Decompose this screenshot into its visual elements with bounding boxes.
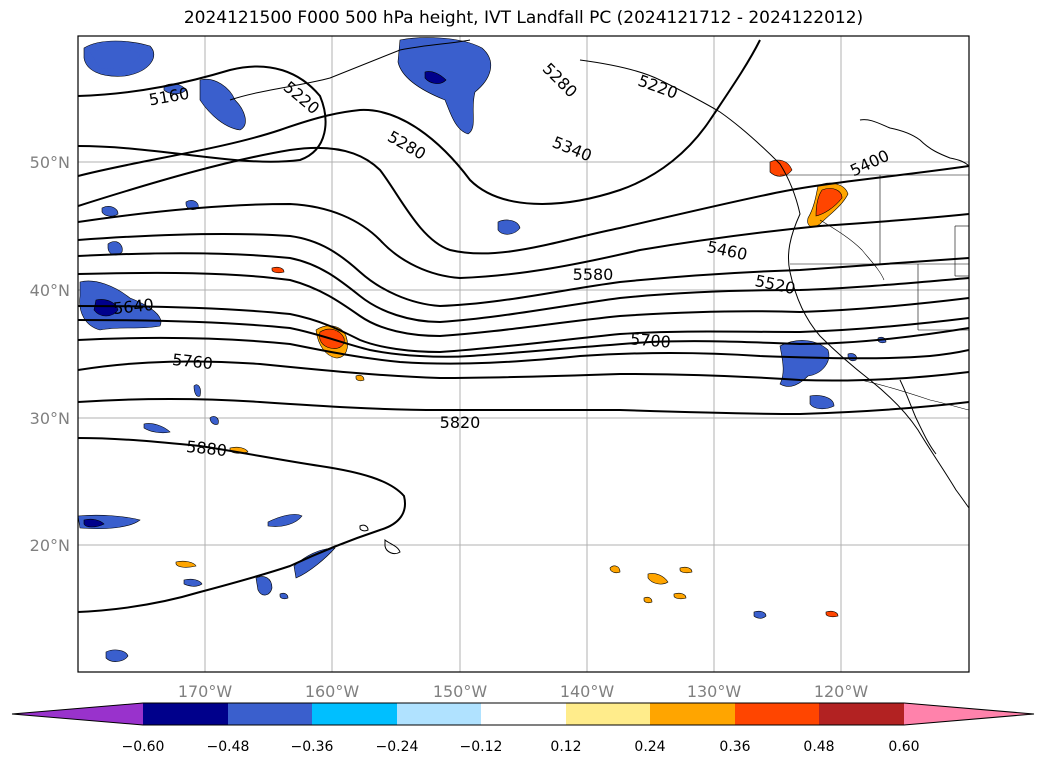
colorbar-swatch bbox=[481, 703, 566, 725]
colorbar-tick-label: −0.36 bbox=[291, 739, 334, 755]
colorbar-tick-label: 0.36 bbox=[719, 739, 750, 755]
colorbar-tick-label: 0.12 bbox=[550, 739, 581, 755]
colorbar: −0.60 −0.48 −0.36 −0.24 −0.12 0.12 0.24 … bbox=[11, 702, 1035, 755]
height-contours bbox=[78, 39, 969, 613]
contour-label: 5700 bbox=[629, 329, 671, 351]
colorbar-swatch bbox=[228, 703, 312, 725]
lat-label: 20°N bbox=[30, 536, 70, 555]
colorbar-outline bbox=[11, 702, 1035, 726]
colorbar-extend-right bbox=[904, 703, 1034, 725]
lon-label: 140°W bbox=[560, 682, 615, 701]
map-border bbox=[77, 35, 970, 673]
colorbar-swatch bbox=[735, 703, 819, 725]
lon-label: 120°W bbox=[814, 682, 869, 701]
colorbar-ticks: −0.60 −0.48 −0.36 −0.24 −0.12 0.12 0.24 … bbox=[122, 739, 920, 755]
longitude-labels: 170°W 160°W 150°W 140°W 130°W 120°W bbox=[178, 682, 869, 701]
colorbar-extend-left bbox=[12, 703, 143, 725]
colorbar-tick-label: 0.24 bbox=[634, 739, 665, 755]
coastlines bbox=[229, 39, 969, 555]
lat-label: 40°N bbox=[30, 281, 70, 300]
colorbar-swatch bbox=[397, 703, 481, 725]
lon-label: 150°W bbox=[433, 682, 488, 701]
lon-label: 160°W bbox=[305, 682, 360, 701]
colorbar-swatch bbox=[143, 703, 228, 725]
contour-label: 5580 bbox=[573, 265, 614, 284]
figure-title: 2024121500 F000 500 hPa height, IVT Land… bbox=[183, 8, 864, 28]
colorbar-tick-label: 0.60 bbox=[888, 739, 919, 755]
contour-label: 5640 bbox=[112, 295, 154, 318]
lat-label: 50°N bbox=[30, 153, 70, 172]
contour-label: 5760 bbox=[171, 350, 213, 373]
latitude-labels: 50°N 40°N 30°N 20°N bbox=[30, 153, 70, 555]
colorbar-tick-label: −0.48 bbox=[207, 739, 250, 755]
colorbar-tick-label: 0.48 bbox=[803, 739, 834, 755]
colorbar-swatch bbox=[312, 703, 397, 725]
negative-anomaly-regions bbox=[78, 37, 887, 662]
colorbar-swatch bbox=[819, 703, 904, 725]
contour-label: 5820 bbox=[440, 413, 481, 432]
lon-label: 130°W bbox=[687, 682, 742, 701]
colorbar-tick-label: −0.60 bbox=[122, 739, 165, 755]
colorbar-swatch bbox=[650, 703, 735, 725]
colorbar-tick-label: −0.12 bbox=[460, 739, 503, 755]
lat-label: 30°N bbox=[30, 409, 70, 428]
colorbar-swatch bbox=[566, 703, 650, 725]
contour-label: 5880 bbox=[185, 437, 227, 460]
colorbar-tick-label: −0.24 bbox=[376, 739, 419, 755]
lon-label: 170°W bbox=[178, 682, 233, 701]
